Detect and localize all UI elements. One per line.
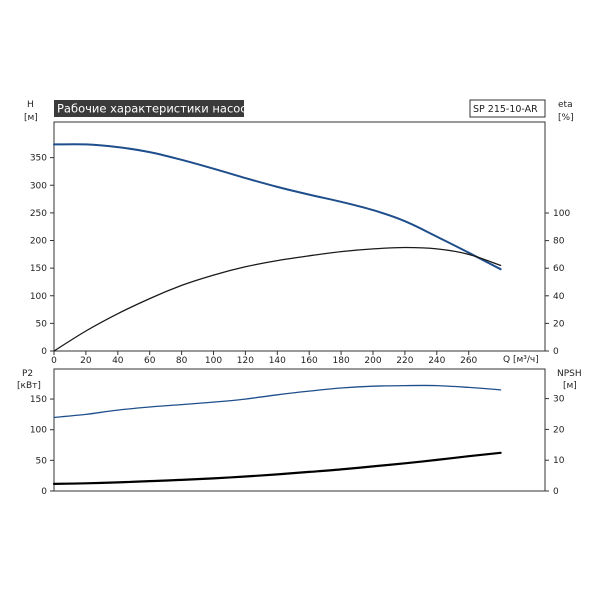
y2-tick-label: 40 (553, 292, 565, 302)
y-tick-label: 0 (41, 347, 47, 357)
y-tick-label: 200 (30, 237, 47, 247)
y2-tick-label: 80 (553, 237, 565, 247)
npsh-axis-unit: [м] (563, 381, 577, 391)
npsh-axis-label: NPSH (557, 369, 582, 379)
y-tick-label: 250 (30, 209, 47, 219)
efficiency-curve (53, 246, 502, 352)
y-tick-label: 350 (30, 154, 47, 164)
y-tick-label: 150 (30, 264, 47, 274)
p2-tick-label: 50 (36, 456, 48, 466)
model-label: SP 215-10-AR (473, 104, 538, 115)
p2-tick-label: 100 (30, 426, 47, 436)
x-tick-label: 120 (237, 356, 254, 366)
y2-tick-label: 20 (553, 319, 565, 329)
x-tick-label: 60 (144, 356, 156, 366)
p2-tick-label: 0 (41, 487, 47, 497)
x-tick-label: 220 (396, 356, 413, 366)
y2-tick-label: 0 (553, 347, 559, 357)
npsh-curve (52, 451, 502, 485)
npsh-tick-label: 30 (553, 395, 565, 405)
x-tick-label: 200 (364, 356, 381, 366)
y-axis-label: H (27, 100, 34, 110)
x-tick-label: 180 (333, 356, 350, 366)
y2-tick-label: 60 (553, 264, 565, 274)
x-tick-label: 240 (428, 356, 445, 366)
x-tick-label: 80 (176, 356, 188, 366)
y-axis-unit: [м] (24, 113, 38, 123)
chart-title-box (54, 100, 244, 117)
y-tick-label: 300 (30, 181, 47, 191)
y-tick-label: 50 (36, 319, 48, 329)
top-plot-frame (53, 121, 546, 352)
y2-tick-label: 100 (553, 209, 570, 219)
x-tick-label: 40 (112, 356, 124, 366)
x-tick-label: 100 (205, 356, 222, 366)
x-axis-label: Q [м³/ч] (503, 355, 539, 365)
y2-axis-label: eta (558, 100, 573, 110)
p2-axis-label: P2 (22, 369, 33, 379)
npsh-tick-label: 20 (553, 425, 565, 435)
power-curve (53, 384, 502, 419)
p2-axis-unit: [кВт] (17, 381, 41, 391)
x-tick-label: 160 (301, 356, 318, 366)
chart-title: Рабочие характеристики насоса (57, 102, 254, 116)
p2-tick-label: 150 (30, 395, 47, 405)
x-tick-label: 0 (51, 356, 57, 366)
y2-axis-unit: [%] (558, 113, 574, 123)
npsh-tick-label: 10 (553, 456, 565, 466)
y-tick-label: 100 (30, 292, 47, 302)
npsh-tick-label: 0 (553, 487, 559, 497)
model-label-box (469, 99, 546, 118)
x-tick-label: 260 (460, 356, 477, 366)
x-tick-label: 20 (80, 356, 92, 366)
head-curve (53, 143, 502, 271)
x-tick-label: 140 (269, 356, 286, 366)
